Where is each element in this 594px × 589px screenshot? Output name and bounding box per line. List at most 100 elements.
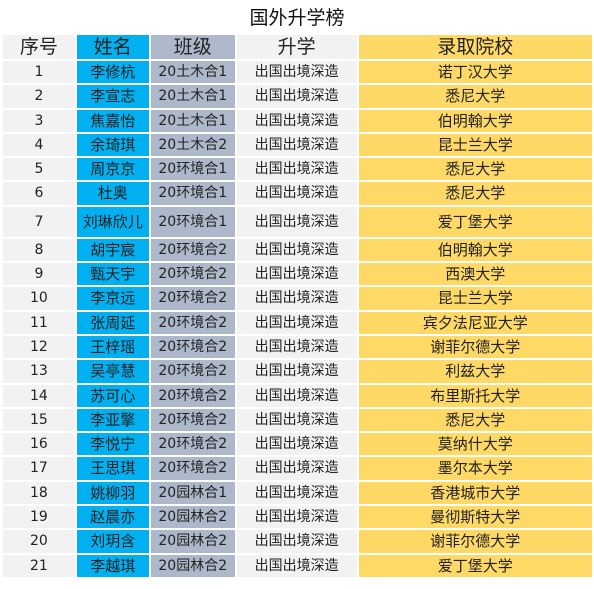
cell-class: 20环境合1 bbox=[150, 182, 235, 205]
cell-class: 20环境合2 bbox=[150, 433, 235, 456]
cell-path: 出国出境深造 bbox=[236, 433, 357, 456]
cell-class: 20土木合2 bbox=[150, 133, 235, 157]
cell-school: 爱丁堡大学 bbox=[358, 554, 592, 577]
cell-seq: 17 bbox=[3, 457, 75, 480]
cell-seq: 13 bbox=[3, 360, 75, 383]
cell-path: 出国出境深造 bbox=[236, 506, 357, 529]
header-class: 班级 bbox=[150, 35, 235, 59]
table-row: 20 刘玥含 20园林合2 出国出境深造 谢菲尔德大学 bbox=[3, 530, 592, 553]
cell-path: 出国出境深造 bbox=[236, 554, 357, 577]
cell-seq: 14 bbox=[3, 384, 75, 407]
header-path: 升学 bbox=[236, 35, 357, 59]
cell-class: 20环境合2 bbox=[150, 311, 235, 334]
cell-name: 胡宇宸 bbox=[76, 238, 149, 262]
cell-path: 出国出境深造 bbox=[236, 133, 357, 157]
cell-seq: 6 bbox=[3, 182, 75, 205]
cell-seq: 5 bbox=[3, 158, 75, 181]
header-school: 录取院校 bbox=[358, 35, 592, 59]
cell-path: 出国出境深造 bbox=[236, 263, 357, 286]
table-row: 9 甄天宇 20环境合2 出国出境深造 西澳大学 bbox=[3, 263, 592, 286]
cell-class: 20环境合2 bbox=[150, 238, 235, 262]
cell-name: 周京京 bbox=[76, 158, 149, 181]
header-seq: 序号 bbox=[3, 35, 75, 59]
table-row: 14 苏可心 20环境合2 出国出境深造 布里斯托大学 bbox=[3, 384, 592, 407]
cell-seq: 18 bbox=[3, 481, 75, 505]
table-body: 1 李修杭 20土木合1 出国出境深造 诺丁汉大学 2 李宣志 20土木合1 出国出境深造 悉尼大… bbox=[3, 61, 592, 577]
cell-school: 昆士兰大学 bbox=[358, 133, 592, 157]
cell-name: 苏可心 bbox=[76, 384, 149, 407]
cell-seq: 21 bbox=[3, 554, 75, 577]
cell-name: 赵晨亦 bbox=[76, 506, 149, 529]
cell-school: 谢菲尔德大学 bbox=[358, 530, 592, 553]
cell-school: 墨尔本大学 bbox=[358, 457, 592, 480]
header-row: 序号 姓名 班级 升学 录取院校 bbox=[3, 35, 592, 59]
cell-name: 甄天宇 bbox=[76, 263, 149, 286]
cell-name: 杜奥 bbox=[76, 182, 149, 205]
cell-school: 悉尼大学 bbox=[358, 182, 592, 205]
cell-path: 出国出境深造 bbox=[236, 335, 357, 359]
cell-name: 李悦宁 bbox=[76, 433, 149, 456]
cell-path: 出国出境深造 bbox=[236, 481, 357, 505]
cell-name: 刘玥含 bbox=[76, 530, 149, 553]
cell-school: 莫纳什大学 bbox=[358, 433, 592, 456]
table-row: 19 赵晨亦 20园林合2 出国出境深造 曼彻斯特大学 bbox=[3, 506, 592, 529]
cell-school: 悉尼大学 bbox=[358, 85, 592, 108]
cell-path: 出国出境深造 bbox=[236, 530, 357, 553]
cell-school: 诺丁汉大学 bbox=[358, 61, 592, 84]
cell-name: 刘琳欣儿 bbox=[76, 206, 149, 237]
table-row: 16 李悦宁 20环境合2 出国出境深造 莫纳什大学 bbox=[3, 433, 592, 456]
table-row: 7 刘琳欣儿 20环境合1 出国出境深造 爱丁堡大学 bbox=[3, 206, 592, 237]
cell-seq: 8 bbox=[3, 238, 75, 262]
cell-path: 出国出境深造 bbox=[236, 287, 357, 310]
cell-school: 悉尼大学 bbox=[358, 408, 592, 432]
cell-school: 悉尼大学 bbox=[358, 158, 592, 181]
table-row: 10 李京远 20环境合2 出国出境深造 昆士兰大学 bbox=[3, 287, 592, 310]
cell-seq: 1 bbox=[3, 61, 75, 84]
header-name: 姓名 bbox=[76, 35, 149, 59]
cell-school: 昆士兰大学 bbox=[358, 287, 592, 310]
cell-school: 谢菲尔德大学 bbox=[358, 335, 592, 359]
table-row: 4 余琦琪 20土木合2 出国出境深造 昆士兰大学 bbox=[3, 133, 592, 157]
table-row: 21 李越琪 20园林合2 出国出境深造 爱丁堡大学 bbox=[3, 554, 592, 577]
cell-class: 20环境合1 bbox=[150, 158, 235, 181]
cell-school: 香港城市大学 bbox=[358, 481, 592, 505]
cell-path: 出国出境深造 bbox=[236, 182, 357, 205]
cell-seq: 10 bbox=[3, 287, 75, 310]
cell-path: 出国出境深造 bbox=[236, 206, 357, 237]
cell-seq: 2 bbox=[3, 85, 75, 108]
table-row: 12 王梓瑶 20环境合2 出国出境深造 谢菲尔德大学 bbox=[3, 335, 592, 359]
cell-path: 出国出境深造 bbox=[236, 85, 357, 108]
cell-name: 余琦琪 bbox=[76, 133, 149, 157]
cell-seq: 20 bbox=[3, 530, 75, 553]
table-row: 6 杜奥 20环境合1 出国出境深造 悉尼大学 bbox=[3, 182, 592, 205]
table-row: 5 周京京 20环境合1 出国出境深造 悉尼大学 bbox=[3, 158, 592, 181]
cell-name: 李亚擎 bbox=[76, 408, 149, 432]
cell-seq: 9 bbox=[3, 263, 75, 286]
cell-path: 出国出境深造 bbox=[236, 457, 357, 480]
cell-seq: 12 bbox=[3, 335, 75, 359]
cell-seq: 4 bbox=[3, 133, 75, 157]
table-row: 3 焦嘉怡 20土木合1 出国出境深造 伯明翰大学 bbox=[3, 109, 592, 132]
cell-school: 曼彻斯特大学 bbox=[358, 506, 592, 529]
cell-class: 20环境合2 bbox=[150, 287, 235, 310]
cell-seq: 11 bbox=[3, 311, 75, 334]
cell-class: 20园林合2 bbox=[150, 530, 235, 553]
cell-class: 20园林合2 bbox=[150, 554, 235, 577]
cell-school: 爱丁堡大学 bbox=[358, 206, 592, 237]
cell-name: 李京远 bbox=[76, 287, 149, 310]
table-row: 11 张周延 20环境合2 出国出境深造 宾夕法尼亚大学 bbox=[3, 311, 592, 334]
cell-path: 出国出境深造 bbox=[236, 61, 357, 84]
table-row: 1 李修杭 20土木合1 出国出境深造 诺丁汉大学 bbox=[3, 61, 592, 84]
cell-path: 出国出境深造 bbox=[236, 311, 357, 334]
cell-class: 20环境合2 bbox=[150, 457, 235, 480]
cell-name: 李宣志 bbox=[76, 85, 149, 108]
cell-school: 伯明翰大学 bbox=[358, 238, 592, 262]
cell-class: 20环境合2 bbox=[150, 335, 235, 359]
cell-name: 李修杭 bbox=[76, 61, 149, 84]
cell-class: 20土木合1 bbox=[150, 61, 235, 84]
cell-name: 焦嘉怡 bbox=[76, 109, 149, 132]
cell-path: 出国出境深造 bbox=[236, 109, 357, 132]
table-row: 8 胡宇宸 20环境合2 出国出境深造 伯明翰大学 bbox=[3, 238, 592, 262]
cell-path: 出国出境深造 bbox=[236, 408, 357, 432]
table-row: 13 吴亭慧 20环境合2 出国出境深造 利兹大学 bbox=[3, 360, 592, 383]
